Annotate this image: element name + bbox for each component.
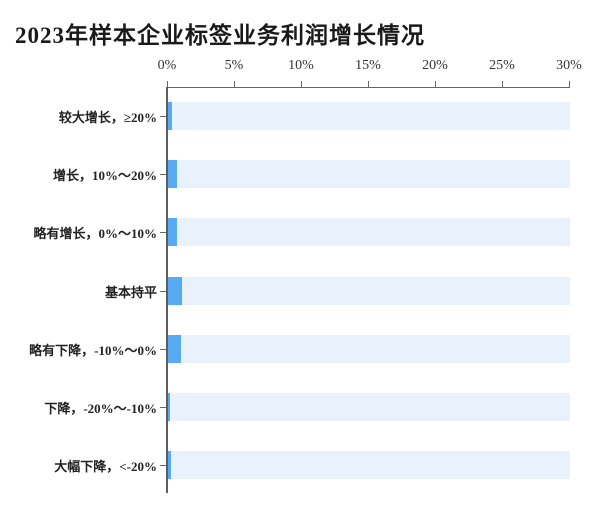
category-tick-icon: [160, 232, 167, 234]
chart-title: 2023年样本企业标签业务利润增长情况: [15, 23, 425, 48]
bar: [168, 218, 177, 247]
category-tick-icon: [160, 407, 167, 408]
x-axis-tick-label: 5%: [224, 58, 244, 73]
category-tick-icon: [160, 174, 167, 176]
bar: [168, 393, 170, 421]
bar-background-track: [168, 218, 570, 247]
category-label: 基本持平: [104, 284, 157, 300]
category-label: 增长，10%～20%: [52, 168, 157, 184]
x-axis-tick-mark: [569, 81, 570, 87]
bar: [168, 276, 183, 305]
bar: [168, 334, 182, 363]
bar-background-track: [168, 102, 570, 130]
category-tick-icon: [160, 116, 167, 117]
bar-background-track: [168, 393, 570, 421]
x-axis-tick-mark: [301, 81, 302, 87]
x-axis-tick-label: 0%: [157, 58, 177, 73]
x-axis-tick-mark: [368, 81, 369, 87]
x-axis-tick-label: 15%: [355, 58, 381, 73]
category-label: 大幅下降，<-20%: [54, 459, 157, 475]
y-axis-line: [166, 87, 168, 493]
bar-background-track: [168, 451, 570, 480]
category-label: 下降，-20%～-10%: [44, 401, 157, 416]
bar-background-track: [168, 276, 570, 305]
x-axis-tick-label: 30%: [556, 58, 582, 73]
category-tick-icon: [160, 348, 167, 350]
x-axis-line: [167, 87, 570, 88]
x-axis-tick-label: 20%: [422, 58, 448, 73]
category-tick-icon: [160, 290, 167, 292]
x-axis-tick-mark: [435, 81, 436, 87]
x-axis-tick-mark: [502, 81, 503, 87]
category-label: 略有下降，-10%～0%: [29, 342, 157, 358]
bar-background-track: [168, 334, 570, 363]
x-axis-tick-mark: [234, 81, 235, 87]
x-axis-tick-label: 25%: [489, 58, 515, 73]
category-label: 略有增长，0%～10%: [33, 226, 157, 242]
x-axis-tick-label: 10%: [288, 58, 314, 73]
category-label: 较大增长，≥20%: [58, 110, 157, 125]
x-axis-tick-mark: [167, 81, 168, 87]
bar: [168, 451, 171, 480]
bar: [168, 160, 177, 189]
bar: [168, 102, 173, 130]
category-tick-icon: [160, 465, 167, 467]
bar-background-track: [168, 160, 570, 189]
